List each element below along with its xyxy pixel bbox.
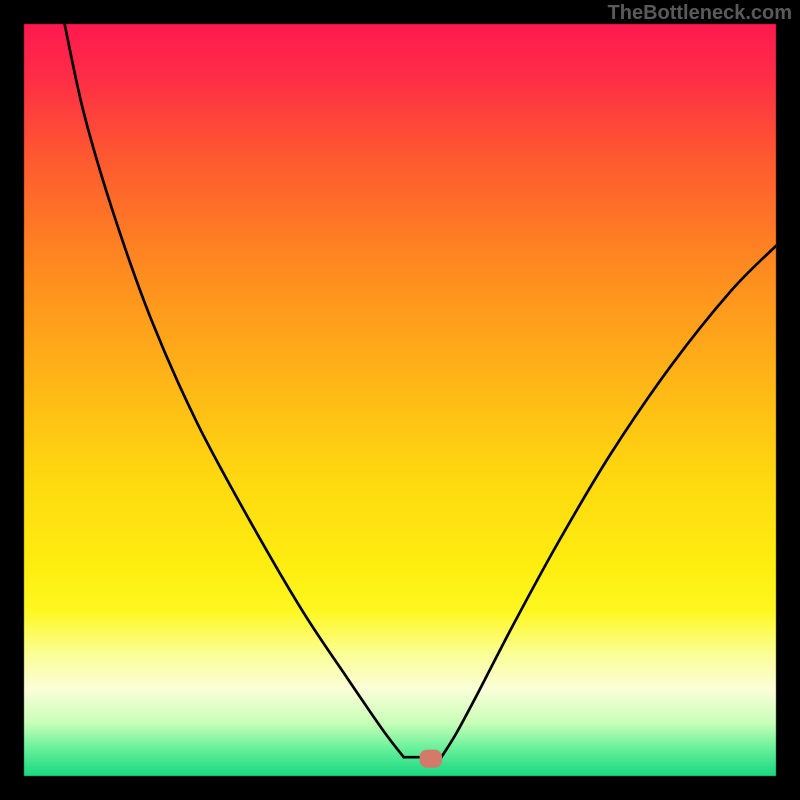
chart-root: TheBottleneck.com [0, 0, 800, 800]
gradient-background [0, 0, 800, 800]
